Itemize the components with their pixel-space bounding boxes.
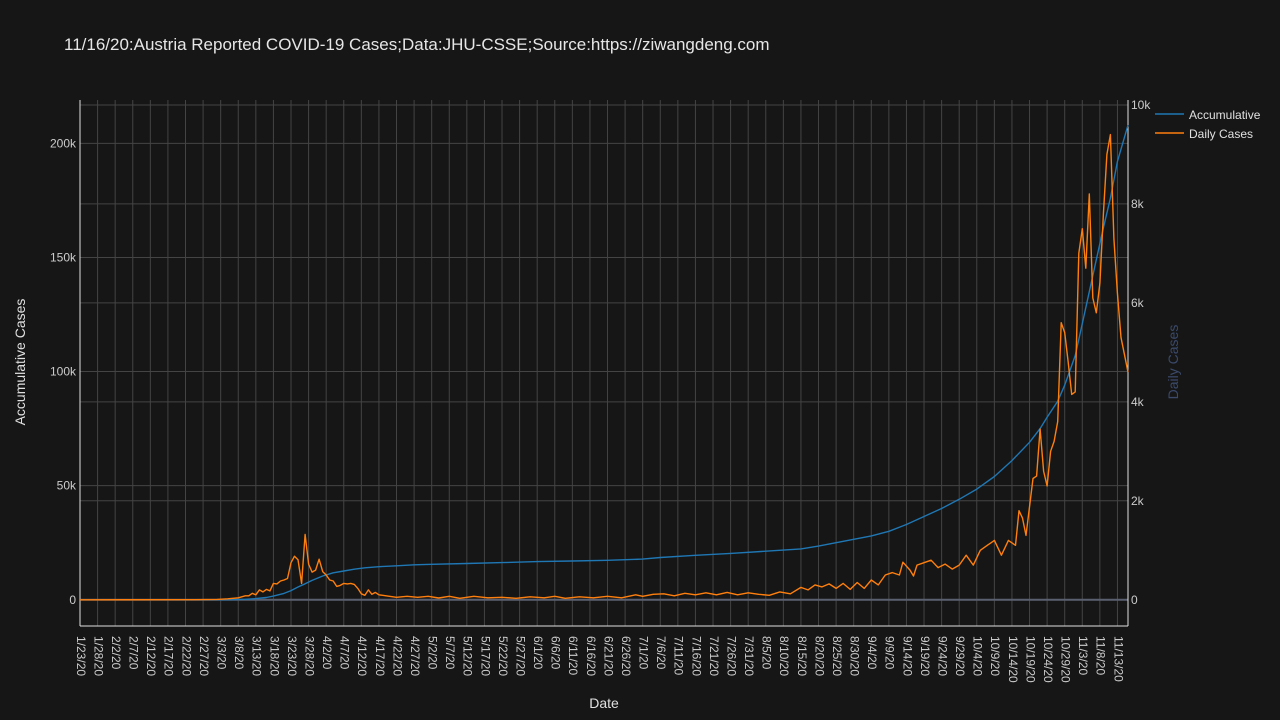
x-tick-label: 7/26/20	[724, 636, 738, 676]
y2-tick-label: 6k	[1131, 296, 1145, 310]
x-tick-label: 6/6/20	[549, 636, 563, 670]
x-tick-label: 10/4/20	[971, 636, 985, 676]
x-tick-label: 4/17/20	[373, 636, 387, 676]
x-tick-label: 9/19/20	[918, 636, 932, 676]
x-tick-label: 9/24/20	[935, 636, 949, 676]
series-line-accumulative	[80, 124, 1129, 601]
y-tick-label: 100k	[50, 365, 77, 379]
x-tick-label: 9/29/20	[953, 636, 967, 676]
x-tick-label: 7/31/20	[742, 636, 756, 676]
x-tick-label: 8/30/20	[848, 636, 862, 676]
x-tick-label: 4/2/20	[320, 636, 334, 670]
x-tick-label: 3/13/20	[250, 636, 264, 676]
x-tick-label: 8/15/20	[795, 636, 809, 676]
x-tick-label: 3/23/20	[285, 636, 299, 676]
x-tick-label: 10/9/20	[988, 636, 1002, 676]
x-axis-title: Date	[589, 695, 619, 711]
x-tick-label: 6/11/20	[566, 636, 580, 675]
y-tick-label: 200k	[50, 136, 77, 150]
x-tick-label: 3/28/20	[302, 636, 316, 676]
series-line-daily-cases	[79, 133, 1129, 601]
x-tick-label: 6/26/20	[619, 636, 633, 676]
x-tick-label: 3/18/20	[267, 636, 281, 676]
legend-label-accumulative: Accumulative	[1189, 108, 1261, 122]
x-tick-label: 3/8/20	[232, 636, 246, 670]
x-tick-label: 7/1/20	[637, 636, 651, 670]
x-tick-label: 7/6/20	[654, 636, 668, 670]
y2-tick-label: 10k	[1131, 98, 1151, 112]
y-tick-label: 50k	[57, 479, 77, 493]
y-grid	[79, 100, 1129, 627]
x-tick-label: 4/7/20	[338, 636, 352, 670]
chart-title: 11/16/20:Austria Reported COVID-19 Cases…	[64, 35, 770, 54]
x-tick-label: 10/24/20	[1041, 636, 1055, 683]
y2-tick-label: 0	[1131, 593, 1138, 607]
x-tick-label: 7/21/20	[707, 636, 721, 676]
legend-label-daily-cases: Daily Cases	[1189, 127, 1253, 141]
x-tick-label: 8/25/20	[830, 636, 844, 676]
x-tick-label: 5/22/20	[496, 636, 510, 676]
x-tick-label: 10/19/20	[1023, 636, 1037, 683]
x-tick-label: 1/28/20	[91, 636, 105, 676]
x-tick-label: 10/14/20	[1006, 636, 1020, 683]
y2-axis-title: Daily Cases	[1165, 325, 1181, 400]
y-tick-label: 150k	[50, 250, 77, 264]
y-axis-title: Accumulative Cases	[12, 299, 28, 426]
x-tick-label: 7/16/20	[689, 636, 703, 676]
x-tick-label: 6/21/20	[601, 636, 615, 676]
x-tick-label: 2/27/20	[197, 636, 211, 676]
x-tick-label: 2/2/20	[109, 636, 123, 670]
x-tick-label: 11/13/20	[1111, 636, 1125, 682]
x-tick-label: 5/17/20	[478, 636, 492, 676]
x-tick-label: 9/4/20	[865, 636, 879, 670]
x-tick-label: 11/8/20	[1094, 636, 1108, 675]
x-tick-label: 5/2/20	[426, 636, 440, 670]
y2-axis-tick-labels: 0 2k 4k 6k 8k 10k	[1131, 98, 1151, 607]
legend: Accumulative Daily Cases	[1155, 108, 1261, 141]
x-tick-label: 2/7/20	[127, 636, 141, 670]
x-tick-label: 5/7/20	[443, 636, 457, 670]
x-axis-tick-labels: 1/23/20 1/28/20 2/2/20 2/7/20 2/12/20 2/17/20…	[74, 636, 1125, 683]
x-tick-label: 2/17/20	[162, 636, 176, 676]
y-axis-tick-labels: 0 50k 100k 150k 200k	[50, 136, 77, 606]
x-tick-label: 5/12/20	[461, 636, 475, 676]
x-tick-label: 1/23/20	[74, 636, 88, 676]
x-tick-label: 4/27/20	[408, 636, 422, 676]
x-grid	[79, 100, 1118, 626]
x-tick-label: 3/3/20	[214, 636, 228, 670]
x-tick-label: 6/1/20	[531, 636, 545, 670]
y-tick-label: 0	[69, 593, 76, 607]
x-tick-label: 4/12/20	[355, 636, 369, 676]
x-tick-label: 9/14/20	[900, 636, 914, 676]
y2-tick-label: 2k	[1131, 494, 1145, 508]
x-tick-label: 9/9/20	[883, 636, 897, 670]
x-tick-label: 5/27/20	[513, 636, 527, 676]
x-tick-label: 2/22/20	[179, 636, 193, 676]
x-tick-label: 8/10/20	[777, 636, 791, 676]
x-tick-label: 2/12/20	[144, 636, 158, 676]
y2-tick-label: 4k	[1131, 395, 1145, 409]
x-tick-label: 6/16/20	[584, 636, 598, 676]
plot-area	[79, 124, 1129, 601]
x-tick-label: 8/5/20	[760, 636, 774, 670]
x-tick-label: 7/11/20	[672, 636, 686, 675]
x-tick-label: 8/20/20	[812, 636, 826, 676]
x-tick-label: 11/3/20	[1076, 636, 1090, 675]
x-tick-label: 10/29/20	[1059, 636, 1073, 683]
y2-tick-label: 8k	[1131, 197, 1145, 211]
x-tick-label: 4/22/20	[390, 636, 404, 676]
